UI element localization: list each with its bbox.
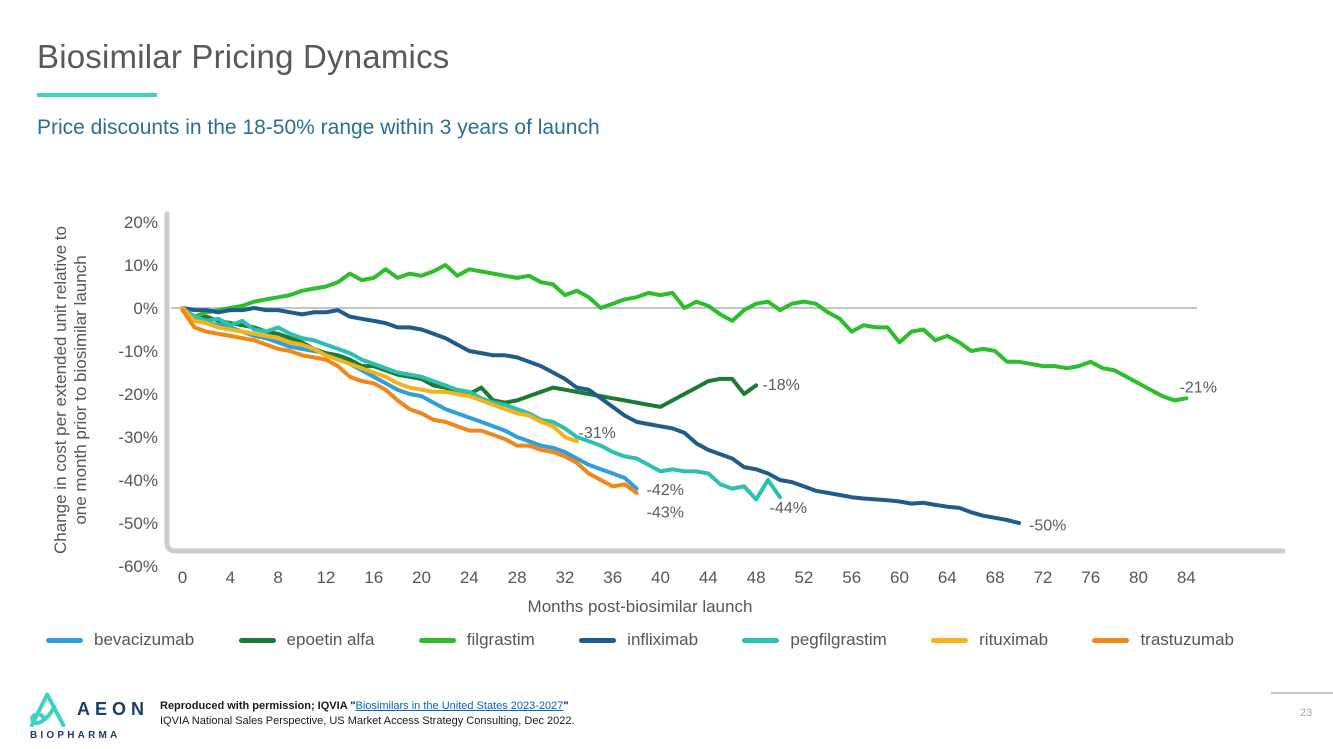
y-tick-label: 10% (124, 256, 158, 275)
source-link[interactable]: Biosimilars in the United States 2023-20… (355, 700, 564, 712)
source-line-1: Reproduced with permission; IQVIA "Biosi… (160, 699, 575, 714)
x-tick-label: 0 (178, 568, 187, 587)
x-tick-label: 44 (699, 568, 718, 587)
x-axis-title: Months post-biosimilar launch (528, 597, 753, 616)
x-tick-label: 28 (508, 568, 527, 587)
x-tick-label: 16 (364, 568, 383, 587)
chart-legend: bevacizumab epoetin alfa filgrastim inflixi… (46, 630, 1234, 650)
legend-swatch (418, 637, 456, 643)
logo-wordmark: AEON (77, 698, 150, 719)
legend-label: bevacizumab (94, 630, 195, 649)
x-tick-label: 56 (842, 568, 861, 587)
series-line-filgrastim (180, 263, 1189, 403)
source-line-2: IQVIA National Sales Perspective, US Mar… (160, 715, 575, 727)
legend-swatch (1092, 637, 1130, 643)
legend-swatch (931, 637, 969, 643)
legend-swatch (238, 637, 276, 643)
end-value-label: -21% (1180, 380, 1217, 397)
y-tick-label: -10% (118, 342, 158, 361)
legend-label: epoetin alfa (286, 630, 375, 649)
legend-swatch (46, 637, 83, 643)
end-value-label: -31% (578, 425, 615, 442)
x-tick-label: 4 (226, 568, 235, 587)
aeon-biopharma-logo: AEON BIOPHARMA (28, 691, 149, 741)
source-suffix: " (563, 700, 569, 712)
x-tick-label: 12 (316, 568, 335, 587)
page-subtitle: Price discounts in the 18-50% range with… (37, 116, 600, 139)
legend-item-pegfilgrastim: pegfilgrastim (742, 630, 887, 650)
x-tick-label: 24 (460, 568, 479, 587)
series-line-bevacizumab (180, 306, 639, 491)
x-tick-label: 36 (603, 568, 622, 587)
legend-swatch (742, 637, 780, 643)
logo-subwordmark: BIOPHARMA (30, 730, 121, 741)
series-line-rituximab (180, 306, 579, 444)
x-tick-label: 20 (412, 568, 431, 587)
end-value-label: -18% (763, 377, 800, 394)
end-value-label: -42% (647, 482, 684, 499)
x-tick-label: 68 (986, 568, 1005, 587)
legend-label: trastuzumab (1140, 630, 1234, 649)
legend-item-epoetin-alfa: epoetin alfa (238, 630, 375, 650)
legend-item-trastuzumab: trastuzumab (1092, 630, 1234, 650)
legend-label: filgrastim (466, 630, 535, 649)
x-tick-label: 52 (794, 568, 813, 587)
x-tick-label: 60 (890, 568, 909, 587)
source-attribution: Reproduced with permission; IQVIA "Biosi… (160, 699, 575, 729)
y-axis-title-line1: Change in cost per extended unit relativ… (51, 226, 70, 554)
legend-item-filgrastim: filgrastim (418, 630, 535, 650)
y-tick-label: -50% (118, 514, 158, 533)
x-tick-label: 40 (651, 568, 670, 587)
title-underline-decoration (37, 93, 157, 97)
y-tick-label: 20% (124, 213, 158, 232)
legend-swatch (579, 637, 617, 643)
y-tick-label: -20% (118, 385, 158, 404)
y-tick-label: -40% (118, 471, 158, 490)
y-tick-label: 0% (133, 299, 158, 318)
legend-label: rituximab (979, 630, 1049, 649)
series-line-infliximab (180, 306, 1021, 525)
aeon-logo-mark (29, 692, 66, 727)
page-title: Biosimilar Pricing Dynamics (37, 38, 450, 75)
x-tick-label: 76 (1081, 568, 1100, 587)
legend-item-rituximab: rituximab (931, 630, 1048, 650)
end-value-label: -50% (1029, 518, 1066, 535)
x-tick-label: 8 (273, 568, 282, 587)
legend-label: pegfilgrastim (790, 630, 887, 649)
end-value-label: -44% (770, 500, 807, 517)
page-number-divider (1271, 692, 1333, 694)
logo-top-row: AEON (28, 691, 149, 727)
legend-item-infliximab: infliximab (579, 630, 698, 650)
x-tick-label: 84 (1177, 568, 1196, 587)
legend-label: infliximab (627, 630, 699, 649)
series-line-trastuzumab (180, 308, 639, 495)
y-tick-label: -30% (118, 428, 158, 447)
page-number: 23 (1300, 707, 1313, 719)
end-value-label: -43% (647, 504, 684, 521)
x-tick-label: 64 (938, 568, 957, 587)
y-axis-title-line2: one month prior to biosimilar launch (71, 255, 90, 524)
x-tick-label: 72 (1033, 568, 1052, 587)
x-tick-label: 80 (1129, 568, 1148, 587)
legend-item-bevacizumab: bevacizumab (46, 630, 194, 650)
axis-line (164, 211, 1286, 554)
x-tick-label: 32 (555, 568, 574, 587)
source-prefix: Reproduced with permission; IQVIA " (160, 700, 356, 712)
y-tick-label: -60% (118, 557, 158, 576)
x-tick-label: 48 (747, 568, 766, 587)
